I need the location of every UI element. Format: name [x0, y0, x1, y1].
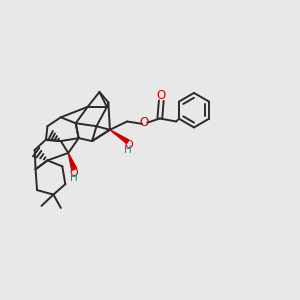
Text: O: O [157, 89, 166, 102]
Text: O: O [124, 140, 133, 150]
Text: O: O [140, 116, 149, 129]
Polygon shape [110, 130, 129, 143]
Text: H: H [124, 145, 132, 155]
Text: O: O [70, 168, 79, 178]
Polygon shape [68, 153, 77, 170]
Text: H: H [70, 173, 78, 183]
